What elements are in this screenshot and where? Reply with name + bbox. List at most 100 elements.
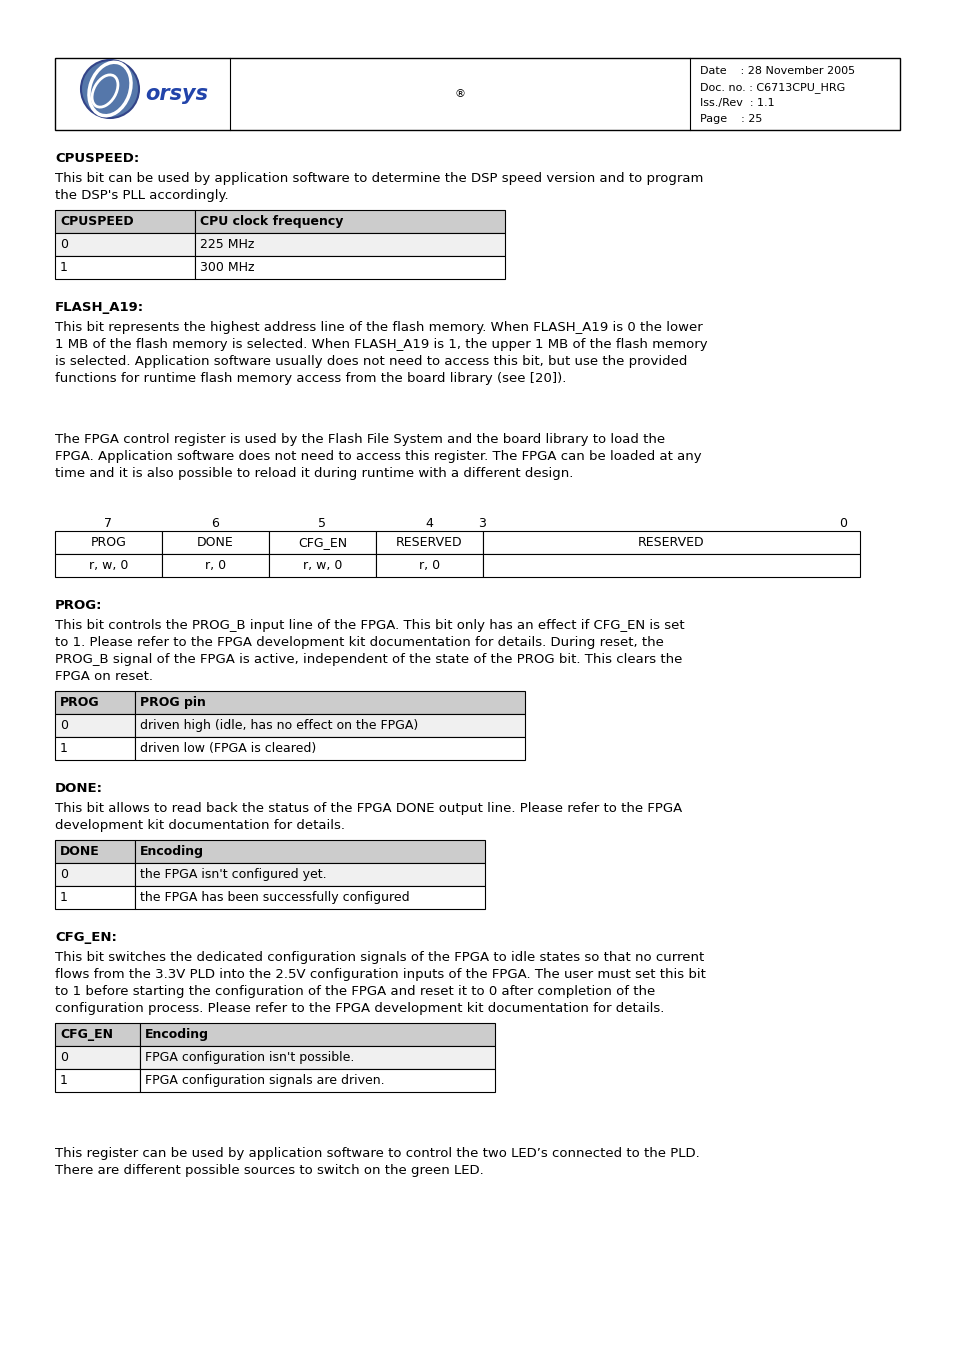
Bar [482, 554, 859, 577]
Bar [55, 255, 194, 280]
Bar [135, 690, 524, 713]
Text: 5: 5 [317, 517, 326, 530]
Bar [55, 531, 162, 554]
Text: 6: 6 [211, 517, 218, 530]
Text: 1: 1 [60, 892, 68, 904]
Text: is selected. Application software usually does not need to access this bit, but : is selected. Application software usuall… [55, 355, 687, 367]
Text: DONE:: DONE: [55, 782, 103, 794]
Text: CPU clock frequency: CPU clock frequency [200, 215, 343, 228]
Text: 0: 0 [60, 867, 68, 881]
Bar [135, 713, 524, 738]
Text: 0: 0 [60, 719, 68, 732]
Text: r, w, 0: r, w, 0 [302, 559, 342, 571]
Bar [140, 1069, 495, 1092]
Text: 1: 1 [60, 1074, 68, 1088]
Text: 3: 3 [477, 517, 485, 530]
Text: This bit allows to read back the status of the FPGA DONE output line. Please ref: This bit allows to read back the status … [55, 802, 681, 815]
Text: This bit controls the PROG_B input line of the FPGA. This bit only has an effect: This bit controls the PROG_B input line … [55, 619, 684, 632]
Bar [55, 738, 135, 761]
Bar [55, 209, 194, 232]
Text: Iss./Rev  : 1.1: Iss./Rev : 1.1 [700, 99, 774, 108]
Bar [482, 531, 859, 554]
Bar [269, 554, 375, 577]
Text: FPGA configuration signals are driven.: FPGA configuration signals are driven. [145, 1074, 384, 1088]
Text: time and it is also possible to reload it during runtime with a different design: time and it is also possible to reload i… [55, 467, 573, 480]
Text: the FPGA isn't configured yet.: the FPGA isn't configured yet. [140, 867, 326, 881]
Text: 0: 0 [838, 517, 846, 530]
Text: FLASH_A19:: FLASH_A19: [55, 301, 144, 313]
Text: PROG: PROG [60, 696, 99, 709]
Bar [375, 531, 482, 554]
Bar [55, 232, 194, 255]
Text: PROG:: PROG: [55, 598, 102, 612]
Text: 1: 1 [60, 261, 68, 274]
Bar [135, 886, 484, 909]
Text: ®: ® [454, 89, 465, 99]
Bar [135, 863, 484, 886]
Text: to 1. Please refer to the FPGA development kit documentation for details. During: to 1. Please refer to the FPGA developme… [55, 636, 663, 648]
Text: RESERVED: RESERVED [638, 536, 704, 549]
Text: PROG pin: PROG pin [140, 696, 206, 709]
Text: configuration process. Please refer to the FPGA development kit documentation fo: configuration process. Please refer to t… [55, 1002, 663, 1015]
Text: the DSP's PLL accordingly.: the DSP's PLL accordingly. [55, 189, 229, 203]
Text: DONE: DONE [197, 536, 233, 549]
Text: Page    : 25: Page : 25 [700, 113, 761, 124]
Bar [194, 209, 504, 232]
Bar [135, 840, 484, 863]
Text: r, 0: r, 0 [205, 559, 226, 571]
Text: 7: 7 [104, 517, 112, 530]
Bar [55, 713, 135, 738]
Text: CFG_EN:: CFG_EN: [55, 931, 117, 944]
Text: development kit documentation for details.: development kit documentation for detail… [55, 819, 345, 832]
Bar [55, 1069, 140, 1092]
Bar [135, 738, 524, 761]
Bar [162, 554, 269, 577]
Text: CFG_EN: CFG_EN [60, 1028, 112, 1042]
Text: r, w, 0: r, w, 0 [89, 559, 128, 571]
Text: This register can be used by application software to control the two LED’s conne: This register can be used by application… [55, 1147, 699, 1161]
Text: functions for runtime flash memory access from the board library (see [20]).: functions for runtime flash memory acces… [55, 372, 566, 385]
Text: There are different possible sources to switch on the green LED.: There are different possible sources to … [55, 1165, 483, 1177]
Bar [55, 58, 899, 130]
Text: RESERVED: RESERVED [395, 536, 462, 549]
Text: This bit can be used by application software to determine the DSP speed version : This bit can be used by application soft… [55, 172, 702, 185]
Text: This bit represents the highest address line of the flash memory. When FLASH_A19: This bit represents the highest address … [55, 322, 702, 334]
Text: PROG: PROG [91, 536, 127, 549]
Bar [140, 1023, 495, 1046]
Text: This bit switches the dedicated configuration signals of the FPGA to idle states: This bit switches the dedicated configur… [55, 951, 703, 965]
Text: flows from the 3.3V PLD into the 2.5V configuration inputs of the FPGA. The user: flows from the 3.3V PLD into the 2.5V co… [55, 969, 705, 981]
Bar [55, 690, 135, 713]
Text: CFG_EN: CFG_EN [297, 536, 347, 549]
Text: 1 MB of the flash memory is selected. When FLASH_A19 is 1, the upper 1 MB of the: 1 MB of the flash memory is selected. Wh… [55, 338, 707, 351]
Text: The FPGA control register is used by the Flash File System and the board library: The FPGA control register is used by the… [55, 434, 664, 446]
Text: Date    : 28 November 2005: Date : 28 November 2005 [700, 66, 854, 76]
Text: driven low (FPGA is cleared): driven low (FPGA is cleared) [140, 742, 315, 755]
Ellipse shape [81, 59, 139, 118]
Bar [55, 886, 135, 909]
Text: 300 MHz: 300 MHz [200, 261, 254, 274]
Text: the FPGA has been successfully configured: the FPGA has been successfully configure… [140, 892, 409, 904]
Bar [269, 531, 375, 554]
Text: orsys: orsys [145, 84, 208, 104]
Bar [55, 840, 135, 863]
Text: 225 MHz: 225 MHz [200, 238, 254, 251]
Text: FPGA configuration isn't possible.: FPGA configuration isn't possible. [145, 1051, 354, 1065]
Text: 0: 0 [60, 1051, 68, 1065]
Text: 4: 4 [425, 517, 433, 530]
Text: r, 0: r, 0 [418, 559, 439, 571]
Bar [55, 863, 135, 886]
Text: Doc. no. : C6713CPU_HRG: Doc. no. : C6713CPU_HRG [700, 82, 844, 93]
Bar [162, 531, 269, 554]
Text: CPUSPEED:: CPUSPEED: [55, 153, 139, 165]
Bar [194, 255, 504, 280]
Text: FPGA. Application software does not need to access this register. The FPGA can b: FPGA. Application software does not need… [55, 450, 700, 463]
Bar [55, 1046, 140, 1069]
Bar [140, 1046, 495, 1069]
Text: PROG_B signal of the FPGA is active, independent of the state of the PROG bit. T: PROG_B signal of the FPGA is active, ind… [55, 653, 681, 666]
Text: DONE: DONE [60, 844, 100, 858]
Text: driven high (idle, has no effect on the FPGA): driven high (idle, has no effect on the … [140, 719, 417, 732]
Text: 0: 0 [60, 238, 68, 251]
Text: to 1 before starting the configuration of the FPGA and reset it to 0 after compl: to 1 before starting the configuration o… [55, 985, 655, 998]
Text: Encoding: Encoding [140, 844, 204, 858]
Bar [194, 232, 504, 255]
